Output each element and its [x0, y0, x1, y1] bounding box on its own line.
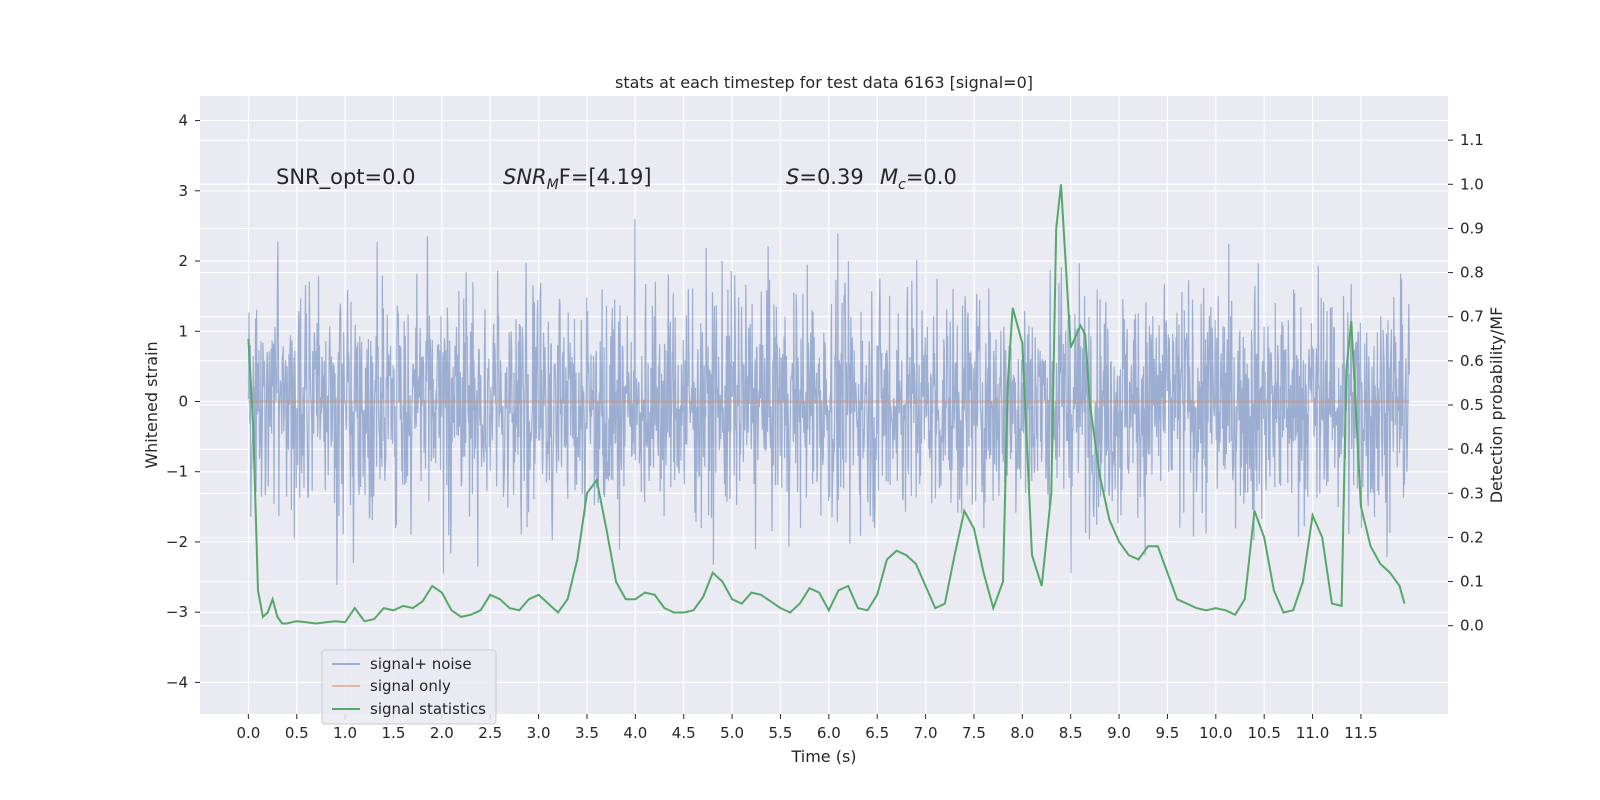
- x-tick-label: 9.0: [1107, 724, 1131, 742]
- right-y-tick-label: 0.9: [1460, 219, 1484, 237]
- legend: signal+ noise signal only signal statist…: [321, 649, 497, 725]
- x-tick-label: 1.5: [382, 724, 406, 742]
- signal-statistics-line: [247, 184, 1406, 625]
- x-tick-label: 3.5: [575, 724, 599, 742]
- right-y-tick-label: 1.1: [1460, 131, 1484, 149]
- right-y-tick-label: 0.4: [1460, 440, 1484, 458]
- signal-plus-noise-line: [247, 219, 1410, 586]
- x-tick-label: 10.5: [1247, 724, 1280, 742]
- x-tick-label: 1.0: [333, 724, 357, 742]
- right-y-tick-label: 0.3: [1460, 484, 1484, 502]
- x-tick-label: 7.0: [914, 724, 938, 742]
- x-tick-label: 4.0: [623, 724, 647, 742]
- x-tick-label: 9.5: [1156, 724, 1180, 742]
- annotation-snr-mf: SNRMF=[4.19]: [503, 165, 652, 193]
- x-tick-label: 7.5: [962, 724, 986, 742]
- left-y-tick-label: 1: [178, 322, 188, 340]
- x-tick-label: 0.5: [285, 724, 309, 742]
- right-y-tick-label: 0.6: [1460, 352, 1484, 370]
- x-tick-label: 6.0: [817, 724, 841, 742]
- left-y-tick-label: −1: [166, 463, 188, 481]
- right-y-tick-label: 0.1: [1460, 573, 1484, 591]
- x-tick-label: 5.0: [720, 724, 744, 742]
- x-tick-label: 11.0: [1296, 724, 1329, 742]
- legend-box: [321, 649, 497, 725]
- x-axis-ticks: 0.0 0.5 1.0 1.5 2.0 2.5 3.0 3.5 4.0 4.5 5.0 5.5 6.0 6…: [236, 714, 1378, 742]
- chart-title: stats at each timestep for test data 616…: [615, 73, 1033, 92]
- left-y-tick-label: −2: [166, 533, 188, 551]
- x-tick-label: 0.0: [236, 724, 260, 742]
- left-y-axis-ticks: 4 3 2 1 0 −1 −2 −3 −4: [166, 112, 200, 691]
- x-tick-label: 8.0: [1010, 724, 1034, 742]
- right-y-axis-label: Detection probability/MF: [1487, 307, 1506, 504]
- annotation-s-value: S=0.39: [786, 165, 864, 189]
- right-y-tick-label: 0.2: [1460, 528, 1484, 546]
- x-tick-label: 8.5: [1059, 724, 1083, 742]
- x-tick-label: 6.5: [865, 724, 889, 742]
- left-y-tick-label: −4: [166, 673, 188, 691]
- annotation-mc-value: Mc=0.0: [880, 165, 957, 193]
- series-signal-statistics: [247, 184, 1406, 625]
- right-y-tick-label: 0.0: [1460, 617, 1484, 635]
- right-y-tick-label: 1.0: [1460, 175, 1484, 193]
- legend-label-signal-only: signal only: [370, 677, 451, 695]
- right-y-tick-label: 0.7: [1460, 308, 1484, 326]
- left-y-axis-label: Whitened strain: [142, 341, 161, 468]
- x-tick-label: 10.0: [1199, 724, 1232, 742]
- left-y-tick-label: 2: [178, 252, 188, 270]
- x-axis-label: Time (s): [790, 747, 856, 766]
- legend-label-signal-statistics: signal statistics: [370, 700, 486, 718]
- left-y-tick-label: −3: [166, 603, 188, 621]
- annotation-snr-opt: SNR_opt=0.0: [276, 165, 416, 190]
- x-tick-label: 11.5: [1344, 724, 1377, 742]
- left-y-tick-label: 4: [178, 112, 188, 130]
- x-tick-label: 3.0: [527, 724, 551, 742]
- legend-label-signal-plus-noise: signal+ noise: [370, 655, 472, 673]
- right-y-axis-ticks: 1.1 1.0 0.9 0.8 0.7 0.6 0.5 0.4 0.3 0.2 0.1 0.0: [1448, 131, 1484, 635]
- x-tick-label: 4.5: [672, 724, 696, 742]
- series-signal-plus-noise: [247, 219, 1410, 586]
- left-y-tick-label: 0: [178, 392, 188, 410]
- x-tick-label: 2.5: [478, 724, 502, 742]
- left-y-tick-label: 3: [178, 182, 188, 200]
- x-tick-label: 5.5: [769, 724, 793, 742]
- right-y-tick-label: 0.8: [1460, 264, 1484, 282]
- right-y-tick-label: 0.5: [1460, 396, 1484, 414]
- x-tick-label: 2.0: [430, 724, 454, 742]
